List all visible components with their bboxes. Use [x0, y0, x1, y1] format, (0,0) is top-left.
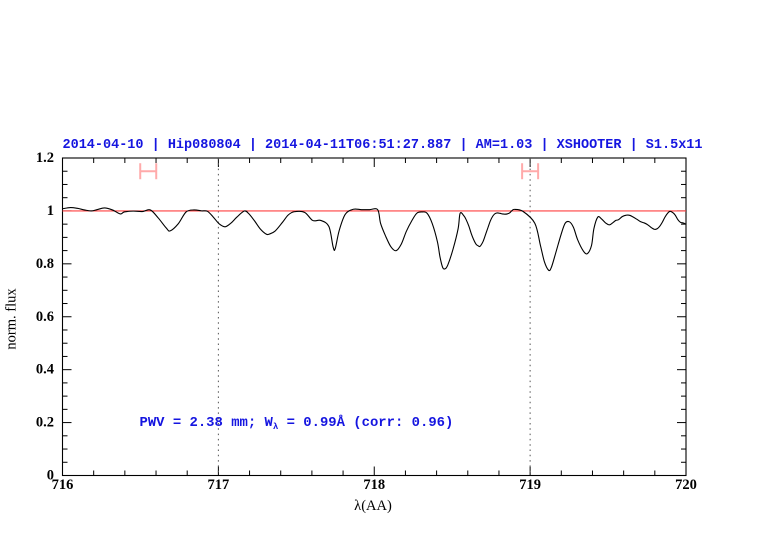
svg-text:0.4: 0.4: [36, 362, 54, 378]
svg-text:0.8: 0.8: [36, 256, 54, 272]
svg-text:1: 1: [47, 203, 54, 219]
svg-text:720: 720: [675, 477, 697, 493]
svg-text:716: 716: [52, 477, 74, 493]
svg-text:717: 717: [208, 477, 230, 493]
svg-text:0.6: 0.6: [36, 309, 54, 325]
svg-text:718: 718: [363, 477, 385, 493]
svg-text:1.2: 1.2: [36, 150, 54, 166]
svg-text:0.2: 0.2: [36, 415, 54, 431]
svg-text:719: 719: [519, 477, 541, 493]
svg-text:0: 0: [47, 468, 54, 484]
